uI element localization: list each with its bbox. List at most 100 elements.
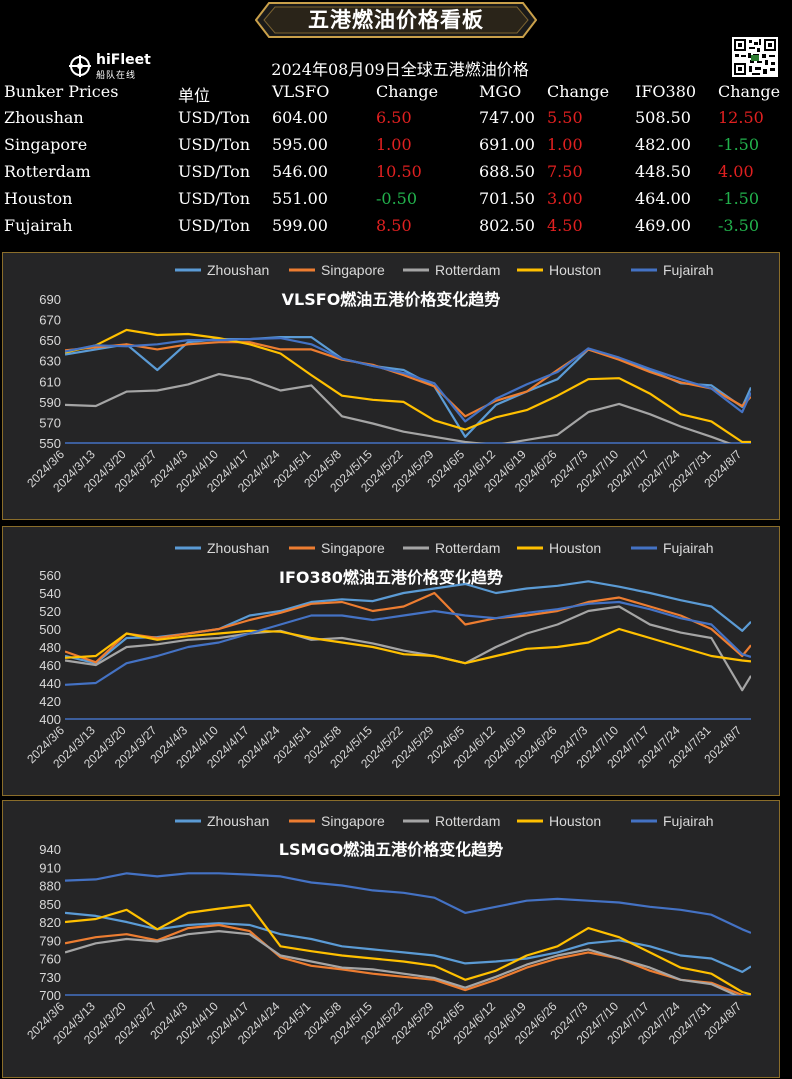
unit-cell: USD/Ton — [178, 216, 251, 235]
lsmgo-chart-panel: Zhoushan Singapore Rotterdam Houston Fujaira… — [2, 800, 780, 1078]
hifleet-logo: hiFleet 船队在线 — [68, 52, 168, 82]
mgo-cell: 701.50 — [479, 189, 535, 208]
y-tick-label: 550 — [39, 436, 61, 451]
column-header: Change — [718, 82, 781, 101]
vlsfo-chart: Zhoushan Singapore Rotterdam Houston Fujaira… — [24, 262, 751, 495]
qr-code-icon[interactable] — [732, 37, 778, 77]
y-tick-label: 590 — [39, 395, 61, 410]
price-row: Zhoushan USD/Ton 604.00 6.50 747.00 5.50 508.5… — [0, 108, 792, 134]
column-header: VLSFO — [272, 82, 330, 101]
series-line-fujairah — [65, 336, 751, 423]
series-group — [65, 580, 751, 692]
y-tick-label: 540 — [39, 586, 61, 601]
mgo-change-cell: 1.00 — [547, 135, 583, 154]
ifo380-change-cell: 12.50 — [718, 108, 764, 127]
vlsfo-change-cell: 1.00 — [376, 135, 412, 154]
banner-frame — [255, 2, 537, 38]
vlsfo-cell: 595.00 — [272, 135, 328, 154]
legend-label: Rotterdam — [435, 813, 500, 829]
mgo-cell: 747.00 — [479, 108, 535, 127]
series-line-rotterdam — [65, 372, 732, 443]
vlsfo-cell: 551.00 — [272, 189, 328, 208]
port-cell: Houston — [4, 189, 73, 208]
y-tick-label: 570 — [39, 415, 61, 430]
vlsfo-chart-panel: Zhoushan Singapore Rotterdam Houston Fujaira… — [2, 252, 780, 520]
ifo380-change-cell: -1.50 — [718, 189, 760, 208]
legend-label: Rotterdam — [435, 262, 500, 278]
vlsfo-cell: 604.00 — [272, 108, 328, 127]
mgo-change-cell: 5.50 — [547, 108, 583, 127]
chart-title: VLSFO燃油五港价格变化趋势 — [282, 290, 501, 309]
legend-label: Singapore — [321, 813, 385, 829]
mgo-change-cell: 3.00 — [547, 189, 583, 208]
port-cell: Fujairah — [4, 216, 73, 235]
title-banner: 五港燃油价格看板 — [255, 2, 537, 38]
column-header: Change — [547, 82, 610, 101]
y-tick-label: 910 — [39, 860, 61, 875]
series-line-houston — [65, 903, 751, 995]
series-line-fujairah — [65, 600, 751, 686]
ifo380-change-cell: -1.50 — [718, 135, 760, 154]
port-cell: Rotterdam — [4, 162, 91, 181]
column-header: Change — [376, 82, 439, 101]
price-row: Singapore USD/Ton 595.00 1.00 691.00 1.00 482.… — [0, 135, 792, 161]
y-tick-label: 730 — [39, 970, 61, 985]
mgo-change-cell: 7.50 — [547, 162, 583, 181]
series-line-zhoushan — [65, 335, 751, 438]
legend-label: Fujairah — [663, 262, 714, 278]
series-line-singapore — [65, 341, 751, 418]
unit-cell: USD/Ton — [178, 108, 251, 127]
series-line-zhoushan — [65, 911, 751, 973]
mgo-change-cell: 4.50 — [547, 216, 583, 235]
price-row: Fujairah USD/Ton 599.00 8.50 802.50 4.50 469.0… — [0, 216, 792, 242]
column-header: 单位 — [178, 86, 211, 105]
legend-label: Houston — [549, 813, 601, 829]
y-tick-label: 400 — [39, 712, 61, 727]
unit-cell: USD/Ton — [178, 162, 251, 181]
y-tick-label: 690 — [39, 292, 61, 307]
y-tick-label: 790 — [39, 933, 61, 948]
series-line-houston — [65, 627, 751, 665]
series-line-singapore — [65, 591, 751, 664]
port-cell: Singapore — [4, 135, 88, 154]
vlsfo-change-cell: 6.50 — [376, 108, 412, 127]
logo-subtext: 船队在线 — [96, 71, 137, 81]
logo-brand: hiFleet — [96, 52, 151, 68]
column-header: Bunker Prices — [4, 82, 119, 101]
column-header: IFO380 — [635, 82, 697, 101]
ifo380-cell: 448.50 — [635, 162, 691, 181]
ship-wheel-icon — [69, 55, 91, 77]
legend-label: Rotterdam — [435, 540, 500, 556]
vlsfo-change-cell: 10.50 — [376, 162, 422, 181]
series-group — [65, 328, 751, 443]
legend-label: Singapore — [321, 262, 385, 278]
y-tick-label: 420 — [39, 694, 61, 709]
lsmgo-chart: Zhoushan Singapore Rotterdam Houston Fujaira… — [24, 813, 751, 1047]
ifo380-cell: 482.00 — [635, 135, 691, 154]
ifo380-chart: Zhoushan Singapore Rotterdam Houston Fujaira… — [24, 540, 751, 771]
ifo380-change-cell: -3.50 — [718, 216, 760, 235]
y-tick-label: 670 — [39, 313, 61, 328]
banner-title: 五港燃油价格看板 — [308, 8, 484, 32]
y-tick-label: 760 — [39, 952, 61, 967]
vlsfo-cell: 599.00 — [272, 216, 328, 235]
legend-label: Fujairah — [663, 813, 714, 829]
mgo-cell: 691.00 — [479, 135, 535, 154]
y-tick-label: 880 — [39, 879, 61, 894]
y-tick-label: 520 — [39, 604, 61, 619]
series-line-rotterdam — [65, 930, 739, 995]
y-tick-label: 560 — [39, 568, 61, 583]
price-table-header: Bunker Prices 单位 VLSFO Change MGO Change IFO38… — [0, 82, 792, 108]
series-line-singapore — [65, 923, 745, 995]
y-tick-label: 850 — [39, 897, 61, 912]
column-header: MGO — [479, 82, 522, 101]
y-tick-label: 700 — [39, 988, 61, 1003]
y-tick-label: 650 — [39, 333, 61, 348]
vlsfo-change-cell: -0.50 — [376, 189, 418, 208]
chart-title: IFO380燃油五港价格变化趋势 — [279, 568, 503, 587]
mgo-cell: 802.50 — [479, 216, 535, 235]
page-subtitle: 2024年08月09日全球五港燃油价格 — [271, 60, 529, 79]
vlsfo-cell: 546.00 — [272, 162, 328, 181]
chart-title: LSMGO燃油五港价格变化趋势 — [279, 840, 503, 859]
series-line-houston — [65, 328, 751, 443]
